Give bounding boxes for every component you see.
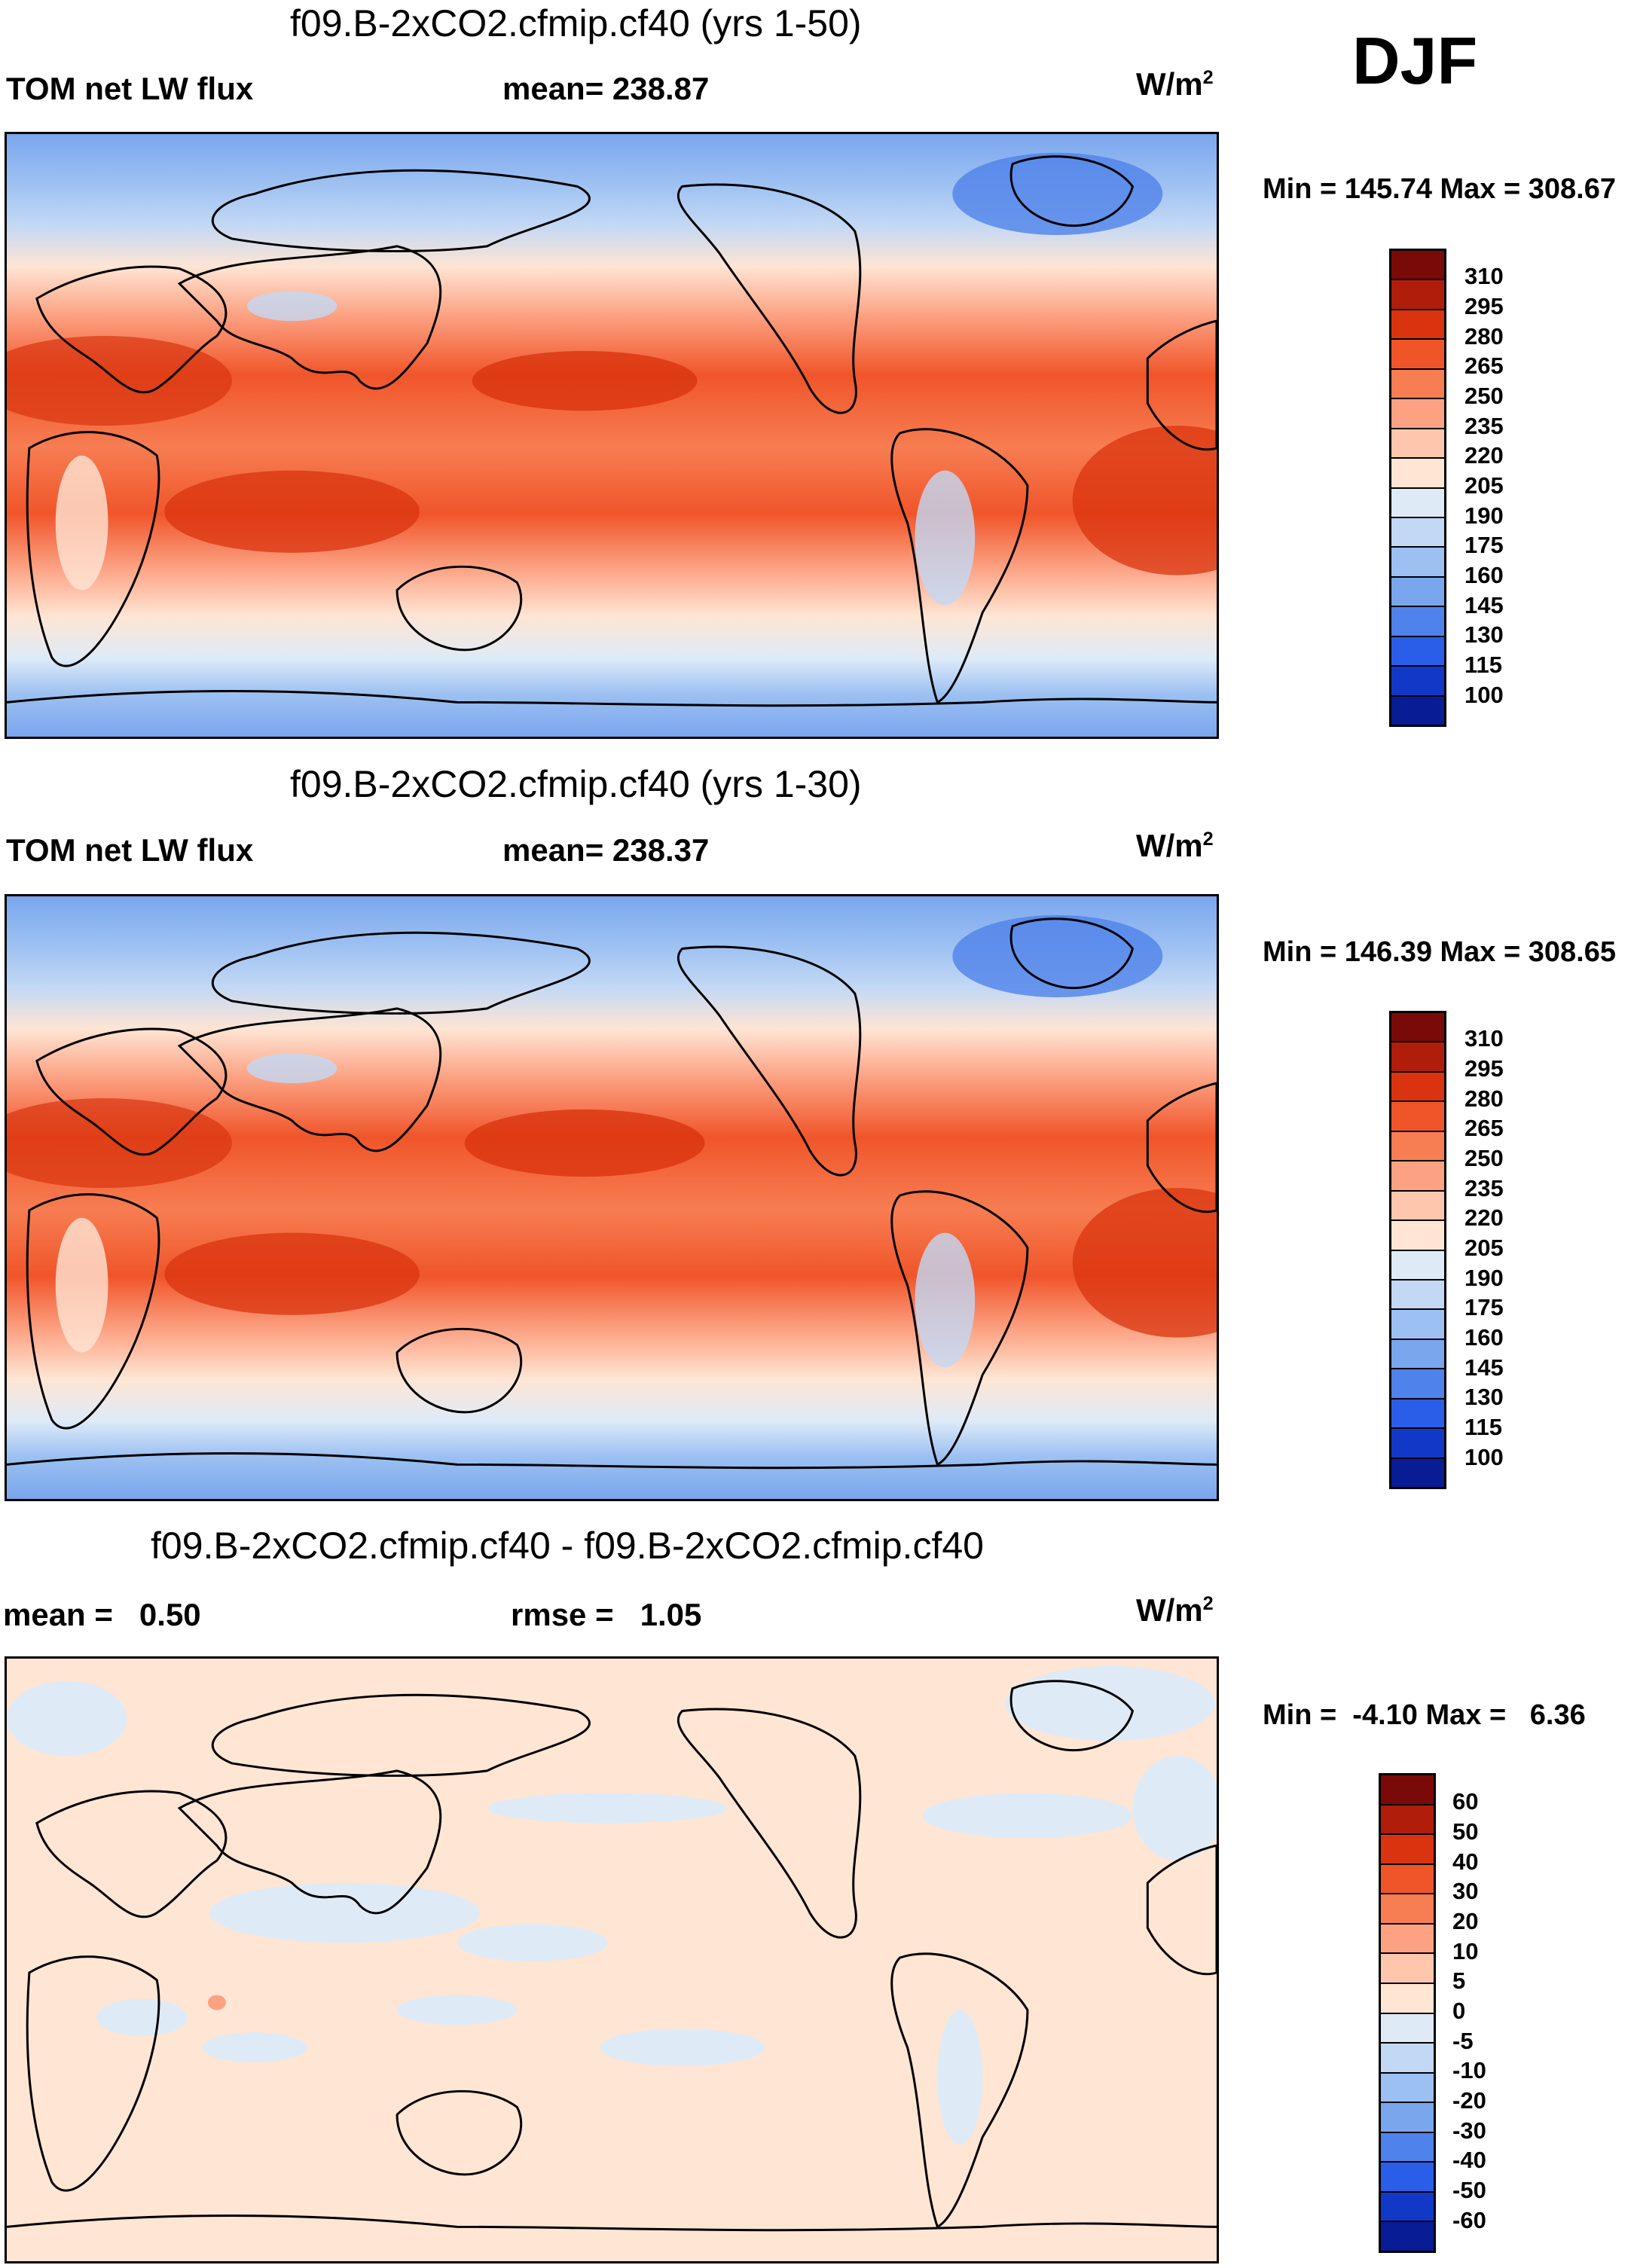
panel-3-colorbar-tick: 0 bbox=[1452, 1998, 1466, 2024]
panel-3-colorbar-tick: 20 bbox=[1452, 1908, 1479, 1934]
panel-2-colorbar-tick: 130 bbox=[1464, 1384, 1504, 1410]
panel-3-mean-label: mean = 0.50 bbox=[3, 1597, 201, 1632]
panel-2-colorbar-tick: 235 bbox=[1464, 1175, 1504, 1201]
panel-1-colorbar-tick: 130 bbox=[1464, 621, 1504, 648]
panel-1-title: f09.B-2xCO2.cfmip.cf40 (yrs 1-50) bbox=[290, 2, 862, 44]
panel-2-colorbar-tick: 265 bbox=[1464, 1115, 1504, 1141]
panel-2-colorbar-tick: 115 bbox=[1464, 1414, 1503, 1440]
panel-3-colorbar-tick: 40 bbox=[1452, 1848, 1479, 1875]
panel-3-colorbar-tick: 30 bbox=[1452, 1878, 1479, 1904]
panel-1-colorbar bbox=[1389, 249, 1446, 727]
panel-1-minmax: Min = 145.74 Max = 308.67 bbox=[1263, 173, 1616, 205]
panel-3-units: W/m2 bbox=[1136, 1592, 1214, 1628]
panel-1-units: W/m2 bbox=[1136, 66, 1214, 102]
panel-1-colorbar-tick: 100 bbox=[1464, 682, 1504, 708]
panel-3-colorbar-tick: 60 bbox=[1452, 1788, 1479, 1815]
panel-3-title: f09.B-2xCO2.cfmip.cf40 - f09.B-2xCO2.cfm… bbox=[151, 1525, 984, 1567]
panel-1-colorbar-tick: 205 bbox=[1464, 472, 1504, 499]
panel-2-colorbar-tick: 220 bbox=[1464, 1204, 1504, 1231]
panel-2-colorbar-tick: 250 bbox=[1464, 1145, 1504, 1171]
panel-2-colorbar-tick: 190 bbox=[1464, 1265, 1504, 1291]
panel-1-colorbar-tick: 115 bbox=[1464, 652, 1503, 678]
panel-3-colorbar-tick: -20 bbox=[1452, 2087, 1486, 2114]
panel-1-variable-label: TOM net LW flux bbox=[6, 71, 254, 106]
panel-3-colorbar-tick: 50 bbox=[1452, 1818, 1479, 1845]
panel-2-variable-label: TOM net LW flux bbox=[6, 832, 254, 868]
panel-3-colorbar-tick: -60 bbox=[1452, 2207, 1486, 2233]
panel-1-mean-label: mean= 238.87 bbox=[502, 71, 710, 106]
panel-1-map bbox=[5, 132, 1219, 739]
panel-2-colorbar bbox=[1389, 1011, 1446, 1489]
panel-1-colorbar-tick: 160 bbox=[1464, 562, 1504, 588]
panel-1-colorbar-tick: 280 bbox=[1464, 323, 1504, 350]
panel-3-colorbar-tick: -10 bbox=[1452, 2057, 1486, 2083]
panel-1-colorbar-tick: 190 bbox=[1464, 502, 1504, 529]
panel-1-colorbar-tick: 175 bbox=[1464, 532, 1504, 558]
panel-2-colorbar-tick: 280 bbox=[1464, 1085, 1504, 1112]
panel-1-colorbar-tick: 295 bbox=[1464, 293, 1504, 319]
panel-2-colorbar-tick: 145 bbox=[1464, 1354, 1504, 1381]
panel-1-colorbar-tick: 310 bbox=[1464, 263, 1504, 289]
panel-2-map bbox=[5, 894, 1219, 1501]
season-label: DJF bbox=[1352, 23, 1478, 98]
panel-3-minmax: Min = -4.10 Max = 6.36 bbox=[1263, 1699, 1586, 1731]
panel-2-colorbar-tick: 175 bbox=[1464, 1294, 1504, 1320]
panel-3-colorbar-tick: -5 bbox=[1452, 2028, 1474, 2054]
panel-2-title: f09.B-2xCO2.cfmip.cf40 (yrs 1-30) bbox=[290, 763, 862, 805]
panel-3-rmse-label: rmse = 1.05 bbox=[511, 1597, 702, 1632]
panel-1-colorbar-tick: 145 bbox=[1464, 592, 1504, 618]
panel-2-colorbar-tick: 205 bbox=[1464, 1235, 1504, 1261]
panel-3-colorbar-tick: -30 bbox=[1452, 2117, 1486, 2144]
panel-2-minmax: Min = 146.39 Max = 308.65 bbox=[1263, 936, 1616, 968]
panel-3-colorbar-tick: -50 bbox=[1452, 2177, 1486, 2203]
panel-1-colorbar-tick: 265 bbox=[1464, 353, 1504, 379]
panel-2-mean-label: mean= 238.37 bbox=[502, 832, 710, 868]
panel-2-colorbar-tick: 295 bbox=[1464, 1055, 1504, 1082]
panel-3-colorbar-tick: 5 bbox=[1452, 1967, 1466, 1994]
panel-1-colorbar-tick: 250 bbox=[1464, 383, 1504, 409]
panel-3-map bbox=[5, 1656, 1219, 2263]
panel-2-units: W/m2 bbox=[1136, 828, 1214, 863]
panel-2-colorbar-tick: 100 bbox=[1464, 1444, 1504, 1470]
panel-3-colorbar bbox=[1379, 1773, 1436, 2253]
panel-3-colorbar-tick: -40 bbox=[1452, 2147, 1486, 2173]
panel-1-colorbar-tick: 235 bbox=[1464, 413, 1504, 439]
panel-1-colorbar-tick: 220 bbox=[1464, 442, 1504, 469]
panel-2-colorbar-tick: 310 bbox=[1464, 1025, 1504, 1052]
panel-2-colorbar-tick: 160 bbox=[1464, 1324, 1504, 1351]
panel-3-colorbar-tick: 10 bbox=[1452, 1938, 1479, 1964]
